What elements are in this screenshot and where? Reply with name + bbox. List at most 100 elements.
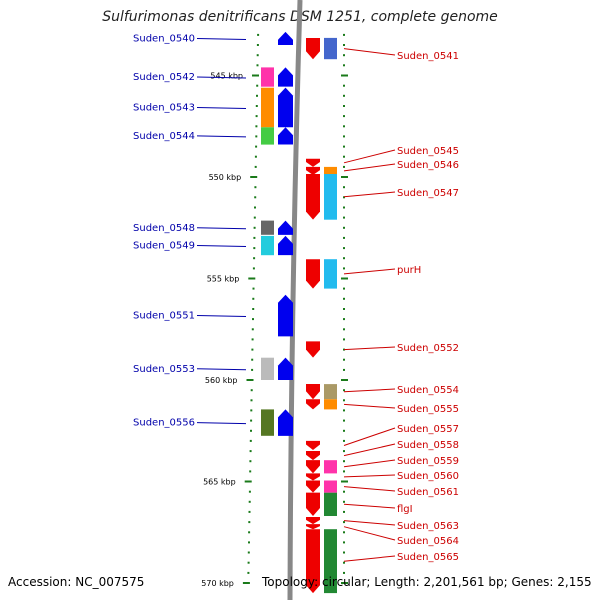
ruler-minor-tick [343,84,345,87]
ruler-minor-tick [343,358,345,361]
label-leader-line [196,135,247,138]
gene-label: Suden_0563 [397,521,459,532]
ruler-minor-tick [248,541,250,544]
ruler-minor-tick [343,531,345,534]
gene-label: Suden_0558 [397,440,459,451]
ruler-minor-tick [343,54,345,57]
cog-box [324,529,337,594]
ruler-minor-tick [254,196,257,199]
cog-box [324,480,337,493]
ruler-major-tick [341,379,348,381]
ruler-minor-tick [253,257,256,260]
ruler-minor-tick [343,439,345,442]
gene-arrow-minus [278,31,293,46]
label-leader-line [196,227,247,230]
ruler-minor-tick [253,236,256,239]
kbp-label: 555 kbp [207,275,240,284]
ruler-minor-tick [343,247,345,250]
ruler-minor-tick [255,135,258,138]
gene-arrow-plus [306,158,320,167]
cog-box [324,166,337,175]
gene-arrow-plus [306,492,320,517]
label-leader-line [196,315,247,317]
gene-arrow-plus [306,259,320,289]
ruler-minor-tick [343,135,345,138]
ruler-minor-tick [248,490,251,493]
gene-arrow-minus [278,87,293,128]
kbp-label: 560 kbp [205,376,238,385]
ruler-minor-tick [251,338,254,341]
ruler-minor-tick [256,54,259,57]
ruler-minor-tick [248,500,251,503]
gene-label: Suden_0560 [397,471,459,482]
ruler-minor-tick [343,409,345,412]
gene-arrow-plus [306,451,320,461]
gene-label: Suden_0556 [133,418,195,429]
gene-arrow-plus [306,517,320,525]
ruler-major-tick [244,480,252,483]
cog-box [324,37,337,60]
ruler-minor-tick [255,145,258,148]
ruler-minor-tick [254,165,257,168]
ruler-minor-tick [255,105,258,107]
gene-arrow-plus [306,341,320,358]
ruler-major-tick [341,176,348,178]
ruler-minor-tick [343,338,345,341]
label-leader-line [343,459,396,468]
label-leader-line [196,422,247,425]
ruler-minor-tick [343,510,345,513]
cog-box [324,399,337,410]
ruler-minor-tick [250,399,253,402]
ruler-minor-tick [256,94,258,97]
ruler-minor-tick [252,267,255,270]
ruler-minor-tick [343,33,345,36]
gene-label: Suden_0545 [397,146,459,157]
gene-arrow-plus [306,37,320,60]
gene-label: Suden_0549 [133,241,195,252]
ruler-minor-tick [250,419,253,422]
ruler-minor-tick [248,510,251,513]
cog-box [324,174,337,220]
ruler-minor-tick [343,287,345,290]
gene-label: Suden_0542 [133,72,195,83]
ruler-minor-tick [249,460,252,463]
ruler-minor-tick [343,450,345,453]
gene-label: Suden_0565 [397,552,459,563]
ruler-minor-tick [253,247,256,250]
ruler-minor-tick [248,521,251,524]
ruler-minor-tick [343,297,345,300]
label-leader-line [343,427,396,446]
label-leader-line [343,520,396,526]
kbp-label: 545 kbp [210,72,243,81]
ruler-major-tick [341,277,348,280]
gene-arrow-minus [278,357,293,380]
label-leader-line [343,163,396,172]
ruler-major-tick [341,480,348,483]
cog-box [261,357,274,380]
ruler-minor-tick [343,368,345,371]
gene-arrow-plus [306,166,320,175]
cog-box [324,460,337,474]
label-leader-line [343,149,396,164]
label-leader-line [343,48,396,56]
ruler-minor-tick [251,328,254,331]
cog-box [261,67,274,87]
ruler-minor-tick [256,64,259,67]
ruler-minor-tick [343,206,345,209]
ruler-minor-tick [343,308,345,310]
gene-label: Suden_0561 [397,487,459,498]
ruler-minor-tick [250,409,253,412]
label-leader-line [196,245,247,247]
ruler-minor-tick [256,84,259,87]
ruler-minor-tick [252,297,255,300]
label-leader-line [343,486,396,492]
gene-arrow-plus [306,473,320,481]
ruler-minor-tick [343,236,345,239]
ruler-minor-tick [252,308,255,310]
ruler-major-tick [248,277,256,280]
label-leader-line [343,443,396,457]
label-leader-line [343,268,396,275]
gene-arrow-plus [306,399,320,410]
ruler-minor-tick [343,571,345,574]
